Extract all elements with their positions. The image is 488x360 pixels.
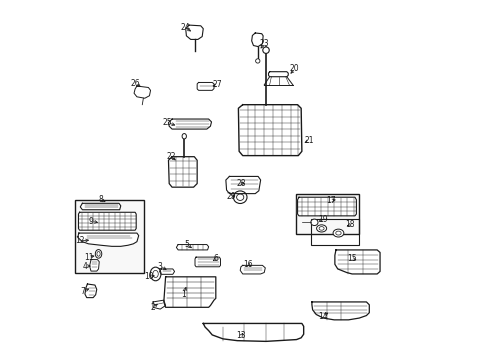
Polygon shape <box>168 119 211 129</box>
Polygon shape <box>78 233 139 246</box>
Text: 2: 2 <box>150 303 155 312</box>
Text: 16: 16 <box>243 260 252 269</box>
Ellipse shape <box>310 219 317 226</box>
Ellipse shape <box>262 47 269 53</box>
Text: 21: 21 <box>304 136 313 145</box>
Polygon shape <box>195 257 220 267</box>
Text: 9: 9 <box>88 217 93 226</box>
Ellipse shape <box>95 249 102 258</box>
Text: 13: 13 <box>236 332 245 341</box>
Ellipse shape <box>332 229 343 237</box>
Text: 28: 28 <box>236 179 245 188</box>
Text: 7: 7 <box>81 287 85 296</box>
Text: 8: 8 <box>99 195 103 204</box>
Polygon shape <box>80 203 121 210</box>
Text: 26: 26 <box>130 79 140 88</box>
Polygon shape <box>311 302 368 320</box>
Ellipse shape <box>150 267 161 281</box>
Polygon shape <box>85 284 97 298</box>
Text: 1: 1 <box>181 290 185 299</box>
Polygon shape <box>168 157 197 187</box>
Text: 24: 24 <box>180 23 190 32</box>
Text: 22: 22 <box>166 152 175 161</box>
Text: 15: 15 <box>346 255 356 264</box>
Text: 23: 23 <box>259 39 268 48</box>
Text: 29: 29 <box>225 192 235 201</box>
Text: 20: 20 <box>289 64 299 73</box>
Polygon shape <box>297 197 356 216</box>
Polygon shape <box>159 269 174 274</box>
Polygon shape <box>163 277 215 307</box>
Text: 27: 27 <box>212 81 222 90</box>
Polygon shape <box>334 250 379 274</box>
FancyBboxPatch shape <box>75 200 144 273</box>
Ellipse shape <box>153 270 158 278</box>
Text: 11: 11 <box>83 253 93 262</box>
Polygon shape <box>185 25 203 40</box>
Polygon shape <box>240 265 265 274</box>
FancyBboxPatch shape <box>296 194 359 234</box>
Ellipse shape <box>233 191 246 203</box>
Ellipse shape <box>90 235 98 241</box>
Text: 12: 12 <box>75 237 84 246</box>
Polygon shape <box>225 176 260 194</box>
Polygon shape <box>78 212 136 230</box>
Text: 17: 17 <box>325 196 335 205</box>
Ellipse shape <box>97 252 100 256</box>
Text: 5: 5 <box>184 240 189 249</box>
Polygon shape <box>238 105 301 156</box>
Text: 25: 25 <box>162 118 172 127</box>
Ellipse shape <box>236 194 244 201</box>
Text: 4: 4 <box>82 262 87 271</box>
Text: 3: 3 <box>158 262 163 271</box>
Ellipse shape <box>335 231 341 235</box>
Polygon shape <box>89 260 99 271</box>
Ellipse shape <box>255 59 260 63</box>
Ellipse shape <box>319 226 324 230</box>
Polygon shape <box>268 72 287 77</box>
Text: 18: 18 <box>345 220 354 229</box>
Ellipse shape <box>316 225 326 232</box>
Polygon shape <box>153 300 165 309</box>
Polygon shape <box>251 33 263 46</box>
Polygon shape <box>134 86 150 98</box>
Polygon shape <box>176 244 208 250</box>
Text: 14: 14 <box>318 312 327 321</box>
Text: 19: 19 <box>317 215 327 224</box>
Polygon shape <box>197 82 214 90</box>
Text: 6: 6 <box>213 255 218 264</box>
Ellipse shape <box>182 134 186 139</box>
Polygon shape <box>203 323 303 341</box>
Text: 10: 10 <box>144 272 154 281</box>
